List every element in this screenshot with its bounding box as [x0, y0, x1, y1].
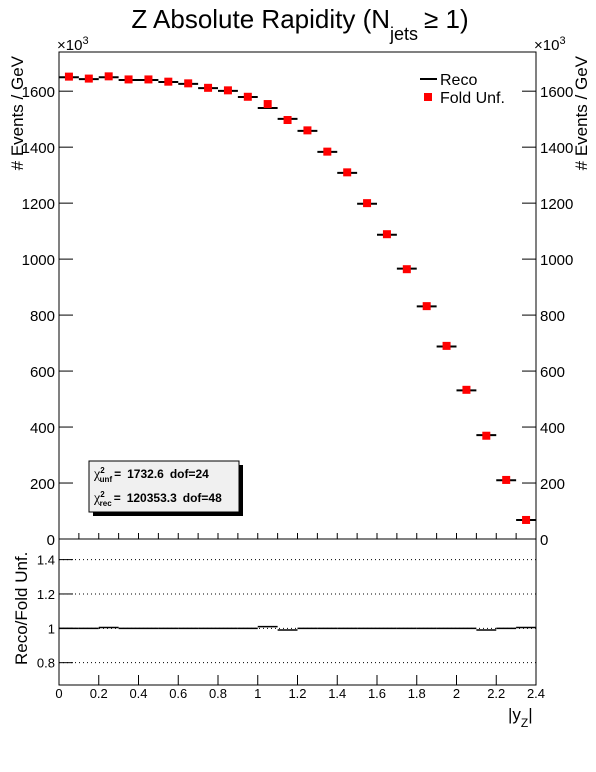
- y2-tick-label: 1200: [540, 196, 573, 213]
- stats-dof: dof=48: [183, 491, 222, 505]
- title-suffix: ≥ 1): [424, 4, 469, 34]
- y2-tick-label: 800: [540, 308, 565, 325]
- y-exponent-power: 3: [82, 35, 88, 47]
- fold-marker: [184, 79, 193, 88]
- stats-symbol: χ: [93, 467, 101, 482]
- fold-marker: [144, 75, 153, 84]
- y-tick-label: 400: [30, 420, 55, 437]
- fold-marker: [84, 74, 93, 83]
- fold-marker: [382, 230, 391, 239]
- legend-marker: [424, 93, 432, 101]
- fold-marker: [263, 100, 272, 109]
- fold-marker: [363, 199, 372, 208]
- y2-exponent-base: ×10: [534, 37, 559, 54]
- x-tick-label: 1.2: [288, 686, 306, 701]
- y2-axis-label: # Events / GeV: [572, 55, 591, 170]
- x-tick-label: 0.4: [129, 686, 147, 701]
- x-tick-label: 1.8: [408, 686, 426, 701]
- x-tick-label: 2.4: [527, 686, 545, 701]
- fold-marker: [64, 72, 73, 81]
- y2-tick-label: 0: [540, 532, 548, 549]
- fold-marker: [104, 72, 113, 81]
- y2-tick-label: 400: [540, 420, 565, 437]
- fold-marker: [462, 385, 471, 394]
- y-tick-label: 1600: [22, 84, 55, 101]
- stats-power: 2: [100, 466, 105, 475]
- x-tick-label: 0.8: [209, 686, 227, 701]
- fold-marker: [204, 83, 213, 92]
- y-tick-label: 1000: [22, 252, 55, 269]
- x-tick-label: 1: [254, 686, 261, 701]
- x-tick-label: 0.2: [90, 686, 108, 701]
- fold-marker: [422, 302, 431, 311]
- title-sub: jets: [389, 24, 418, 44]
- x-label-sub: Z: [521, 716, 528, 730]
- stats-sub: unf: [100, 475, 113, 484]
- stats-eq: =: [114, 491, 121, 505]
- y2-exponent-power: 3: [559, 35, 565, 47]
- y2-tick-label: 600: [540, 364, 565, 381]
- x-tick-label: 1.4: [328, 686, 346, 701]
- stats-box: [88, 460, 240, 513]
- stats-symbol: χ: [93, 491, 101, 506]
- y2-tick-label: 1400: [540, 140, 573, 157]
- y-tick-label: 800: [30, 308, 55, 325]
- legend-label: Reco: [440, 72, 477, 89]
- legend-label: Fold Unf.: [440, 90, 505, 107]
- y-tick-label: 1400: [22, 140, 55, 157]
- y-tick-label: 0: [47, 532, 55, 549]
- title-text: Z Absolute Rapidity (N: [131, 4, 390, 34]
- y-tick-label: 200: [30, 476, 55, 493]
- x-axis-label: |yZ|: [508, 705, 533, 730]
- y-tick-label: 600: [30, 364, 55, 381]
- y-exponent: ×103: [57, 35, 89, 54]
- x-tick-label: 2.2: [487, 686, 505, 701]
- ratio-y-tick-label: 0.8: [37, 656, 55, 671]
- x-label-suffix: |: [528, 705, 532, 724]
- fold-marker: [482, 431, 491, 440]
- fold-marker: [343, 168, 352, 177]
- stats-line: χ2 rec = 120353.3 dof=48: [93, 490, 222, 508]
- fold-marker: [402, 265, 411, 274]
- fold-marker: [223, 86, 232, 95]
- y2-tick-label: 1600: [540, 84, 573, 101]
- fold-marker: [164, 77, 173, 86]
- stats-value: 1732.6: [127, 467, 164, 481]
- title: Z Absolute Rapidity (Njets ≥ 1): [131, 4, 468, 44]
- stats-value: 120353.3: [127, 491, 177, 505]
- fold-marker: [502, 475, 511, 484]
- y2-tick-label: 200: [540, 476, 565, 493]
- fold-marker: [243, 92, 252, 101]
- ratio-y-tick-label: 1: [48, 621, 55, 636]
- y-exponent-base: ×10: [57, 37, 82, 54]
- stats-eq: =: [114, 467, 121, 481]
- fold-marker: [442, 341, 451, 350]
- x-label-text: |y: [508, 705, 521, 724]
- fold-marker: [522, 515, 531, 524]
- ratio-y-tick-label: 1.2: [37, 587, 55, 602]
- y2-exponent: ×103: [534, 35, 566, 54]
- stats-dof: dof=24: [170, 467, 209, 481]
- x-tick-label: 0: [55, 686, 62, 701]
- stats-line: χ2 unf = 1732.6 dof=24: [93, 466, 209, 484]
- y-tick-label: 1200: [22, 196, 55, 213]
- fold-marker: [303, 126, 312, 135]
- x-tick-label: 0.6: [169, 686, 187, 701]
- x-tick-label: 2: [453, 686, 460, 701]
- x-tick-label: 1.6: [368, 686, 386, 701]
- stats-power: 2: [100, 490, 105, 499]
- y2-tick-label: 1000: [540, 252, 573, 269]
- ratio-y-tick-label: 1.4: [37, 553, 55, 568]
- y-axis-label: # Events / GeV: [8, 55, 27, 170]
- fold-marker: [323, 147, 332, 156]
- fold-marker: [124, 75, 133, 84]
- ratio-y-label: Reco/Fold Unf.: [12, 552, 31, 665]
- fold-marker: [283, 116, 292, 125]
- stats-sub: rec: [100, 499, 113, 508]
